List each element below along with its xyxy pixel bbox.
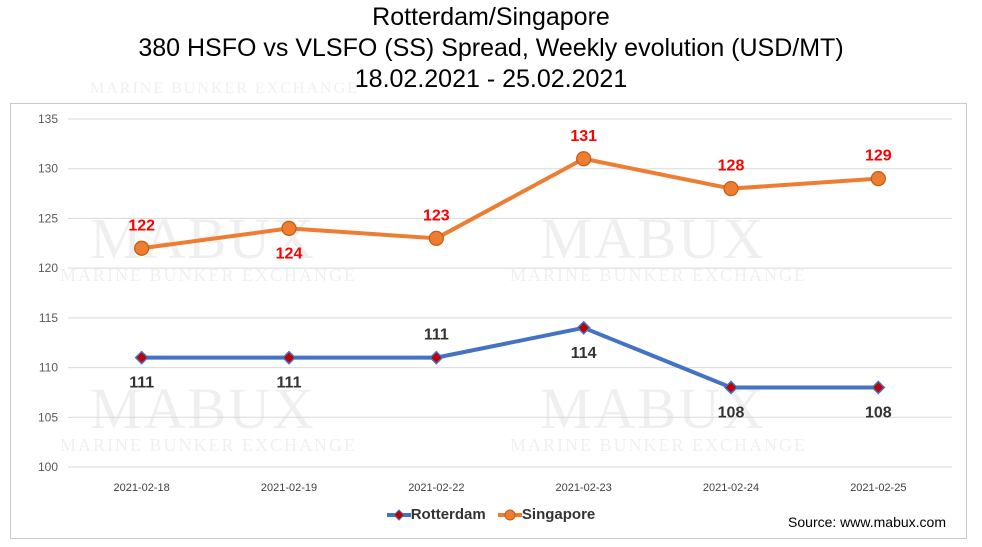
data-label-rotterdam: 114 (571, 345, 597, 362)
x-tick-label: 2021-02-24 (703, 482, 759, 494)
x-tick-label: 2021-02-23 (556, 482, 612, 494)
legend-item-singapore: Singapore (497, 506, 596, 523)
data-point-rotterdam (429, 350, 444, 365)
source-note: Source: www.mabux.com (788, 514, 946, 530)
y-tick-label: 120 (38, 261, 58, 275)
watermark: MABUX (540, 206, 766, 271)
data-point-rotterdam (871, 380, 886, 395)
x-tick-label: 2021-02-22 (408, 482, 464, 494)
data-label-rotterdam: 108 (865, 404, 892, 421)
legend-label-rotterdam: Rotterdam (410, 506, 486, 523)
data-point-singapore (870, 171, 886, 187)
x-tick-label: 2021-02-25 (850, 482, 906, 494)
data-point-singapore (428, 230, 444, 246)
data-point-rotterdam (723, 380, 739, 395)
x-tick-label: 2021-02-19 (261, 482, 317, 494)
data-label-singapore: 122 (128, 217, 155, 234)
series-line-singapore (141, 156, 879, 251)
y-tick-label: 125 (38, 211, 58, 225)
data-label-rotterdam: 111 (277, 375, 302, 392)
data-label-rotterdam: 111 (129, 375, 154, 392)
watermark: MARINE BUNKER EXCHANGE (510, 435, 807, 455)
data-label-singapore: 123 (423, 207, 450, 224)
data-label-singapore: 124 (276, 245, 303, 262)
watermark: MARINE BUNKER EXCHANGE (60, 265, 357, 285)
legend: Rotterdam Singapore (0, 506, 982, 525)
chart-frame (10, 103, 967, 539)
legend-label-singapore: Singapore (521, 506, 596, 523)
x-tick-label: 2021-02-18 (114, 482, 170, 494)
watermark: MARINE BUNKER EXCHANGE (60, 435, 357, 455)
data-label-rotterdam: 111 (424, 327, 449, 344)
data-point-rotterdam (576, 320, 591, 335)
data-point-singapore (576, 151, 592, 167)
y-tick-label: 100 (38, 460, 58, 474)
series-line-rotterdam (141, 325, 879, 390)
watermark: MABUX (90, 376, 316, 441)
chart-title-line-3: 18.02.2021 - 25.02.2021 (354, 65, 628, 93)
data-point-singapore (281, 220, 297, 236)
data-point-rotterdam (281, 350, 297, 365)
data-label-singapore: 129 (865, 148, 892, 165)
legend-marker-singapore (497, 509, 522, 520)
data-label-singapore: 131 (570, 128, 597, 145)
data-label-singapore: 128 (718, 158, 745, 175)
data-label-rotterdam: 108 (718, 404, 745, 421)
watermark: MARINE BUNKER EXCHANGE (90, 80, 359, 97)
chart-title-line-1: Rotterdam/Singapore (372, 3, 610, 31)
legend-item-rotterdam: Rotterdam (386, 506, 486, 523)
watermark: MARINE BUNKER EXCHANGE (510, 265, 807, 285)
data-point-singapore (134, 240, 150, 256)
legend-marker-rotterdam (386, 508, 411, 521)
data-point-singapore (723, 181, 739, 197)
y-tick-label: 130 (38, 162, 58, 176)
y-tick-label: 115 (39, 311, 58, 325)
y-tick-label: 110 (39, 361, 58, 375)
data-point-rotterdam (134, 350, 149, 365)
chart-title-line-2: 380 HSFO vs VLSFO (SS) Spread, Weekly ev… (138, 34, 844, 62)
y-tick-label: 105 (38, 410, 58, 424)
y-tick-label: 135 (38, 112, 58, 126)
